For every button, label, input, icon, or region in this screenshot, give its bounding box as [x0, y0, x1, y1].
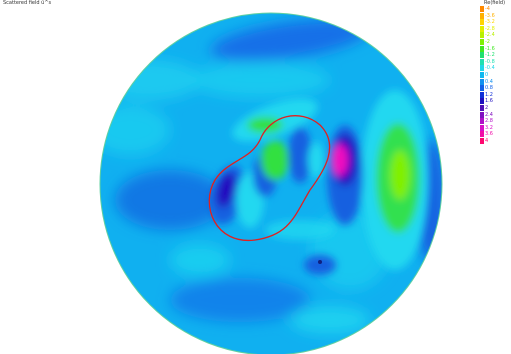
field-contours	[100, 13, 442, 354]
legend-swatch	[480, 124, 484, 131]
legend-entry: 0.8	[478, 85, 508, 92]
legend-label: -1.2	[485, 52, 495, 59]
plot-title: Scattered field ü^s	[3, 0, 52, 6]
legend-swatch	[480, 138, 484, 144]
legend-entry: 2.4	[478, 111, 508, 119]
legend-label: -1.6	[485, 45, 495, 52]
domain-boundary	[99, 12, 443, 354]
legend-label: -0.4	[485, 65, 495, 72]
legend-swatch	[480, 12, 484, 19]
legend-entry: -3.6	[478, 12, 508, 20]
legend-label: 0	[485, 72, 489, 78]
legend-label: 0.4	[485, 78, 493, 85]
legend-entry: -1.2	[478, 52, 508, 59]
legend-swatch	[480, 118, 484, 125]
legend-label: -4	[485, 6, 490, 12]
legend-label: -2.8	[485, 25, 495, 32]
legend-swatch	[480, 72, 484, 78]
legend-entry: -2	[478, 39, 508, 46]
legend-swatch	[480, 25, 484, 32]
legend-swatch	[480, 111, 484, 118]
legend-entry: 2.8	[478, 118, 508, 125]
legend-entry: -3.2	[478, 19, 508, 26]
legend-label: -3.6	[485, 12, 495, 19]
legend-entry: 2	[478, 105, 508, 112]
legend-label: 1.2	[485, 91, 493, 98]
legend-swatch	[480, 91, 484, 98]
legend-entry: -4	[478, 6, 508, 13]
legend-entry: -1.6	[478, 45, 508, 53]
legend-label: -3.2	[485, 19, 495, 26]
scatterer-outline	[208, 115, 331, 241]
legend-label: -2.4	[485, 32, 495, 39]
legend-swatch	[480, 19, 484, 26]
legend-swatch	[480, 32, 484, 39]
legend-label: 0.8	[485, 85, 493, 92]
legend-swatch	[480, 65, 484, 72]
legend-swatch	[480, 39, 484, 45]
legend-label: 3.6	[485, 131, 493, 138]
legend-swatch	[480, 85, 484, 92]
legend-swatch	[480, 58, 484, 65]
legend-entry: 1.6	[478, 98, 508, 105]
legend-entry: 4	[478, 138, 508, 145]
legend-entry: -0.8	[478, 58, 508, 66]
legend-label: -2	[485, 39, 490, 45]
legend-swatch	[480, 52, 484, 59]
legend-label: 4	[485, 138, 489, 144]
legend-swatch	[480, 131, 484, 138]
legend-swatch	[480, 6, 484, 12]
legend-entry: -2.8	[478, 25, 508, 33]
legend-entry: 1.2	[478, 91, 508, 99]
legend-swatch	[480, 98, 484, 105]
legend-entry: 3.2	[478, 124, 508, 132]
legend-label: -0.8	[485, 58, 495, 65]
legend-entry: -0.4	[478, 65, 508, 72]
legend-label: 2.4	[485, 111, 493, 118]
legend-label: 2.8	[485, 118, 493, 125]
legend-entry: 3.6	[478, 131, 508, 138]
legend-entry: -2.4	[478, 32, 508, 39]
legend-label: 2	[485, 105, 489, 111]
legend-entry: 0	[478, 72, 508, 79]
legend-entry: 0.4	[478, 78, 508, 86]
legend-swatch	[480, 45, 484, 52]
legend-header: Re(field)	[484, 0, 506, 6]
legend-swatch	[480, 78, 484, 85]
legend-label: 1.6	[485, 98, 493, 105]
legend-label: 3.2	[485, 124, 493, 131]
legend-swatch	[480, 105, 484, 111]
